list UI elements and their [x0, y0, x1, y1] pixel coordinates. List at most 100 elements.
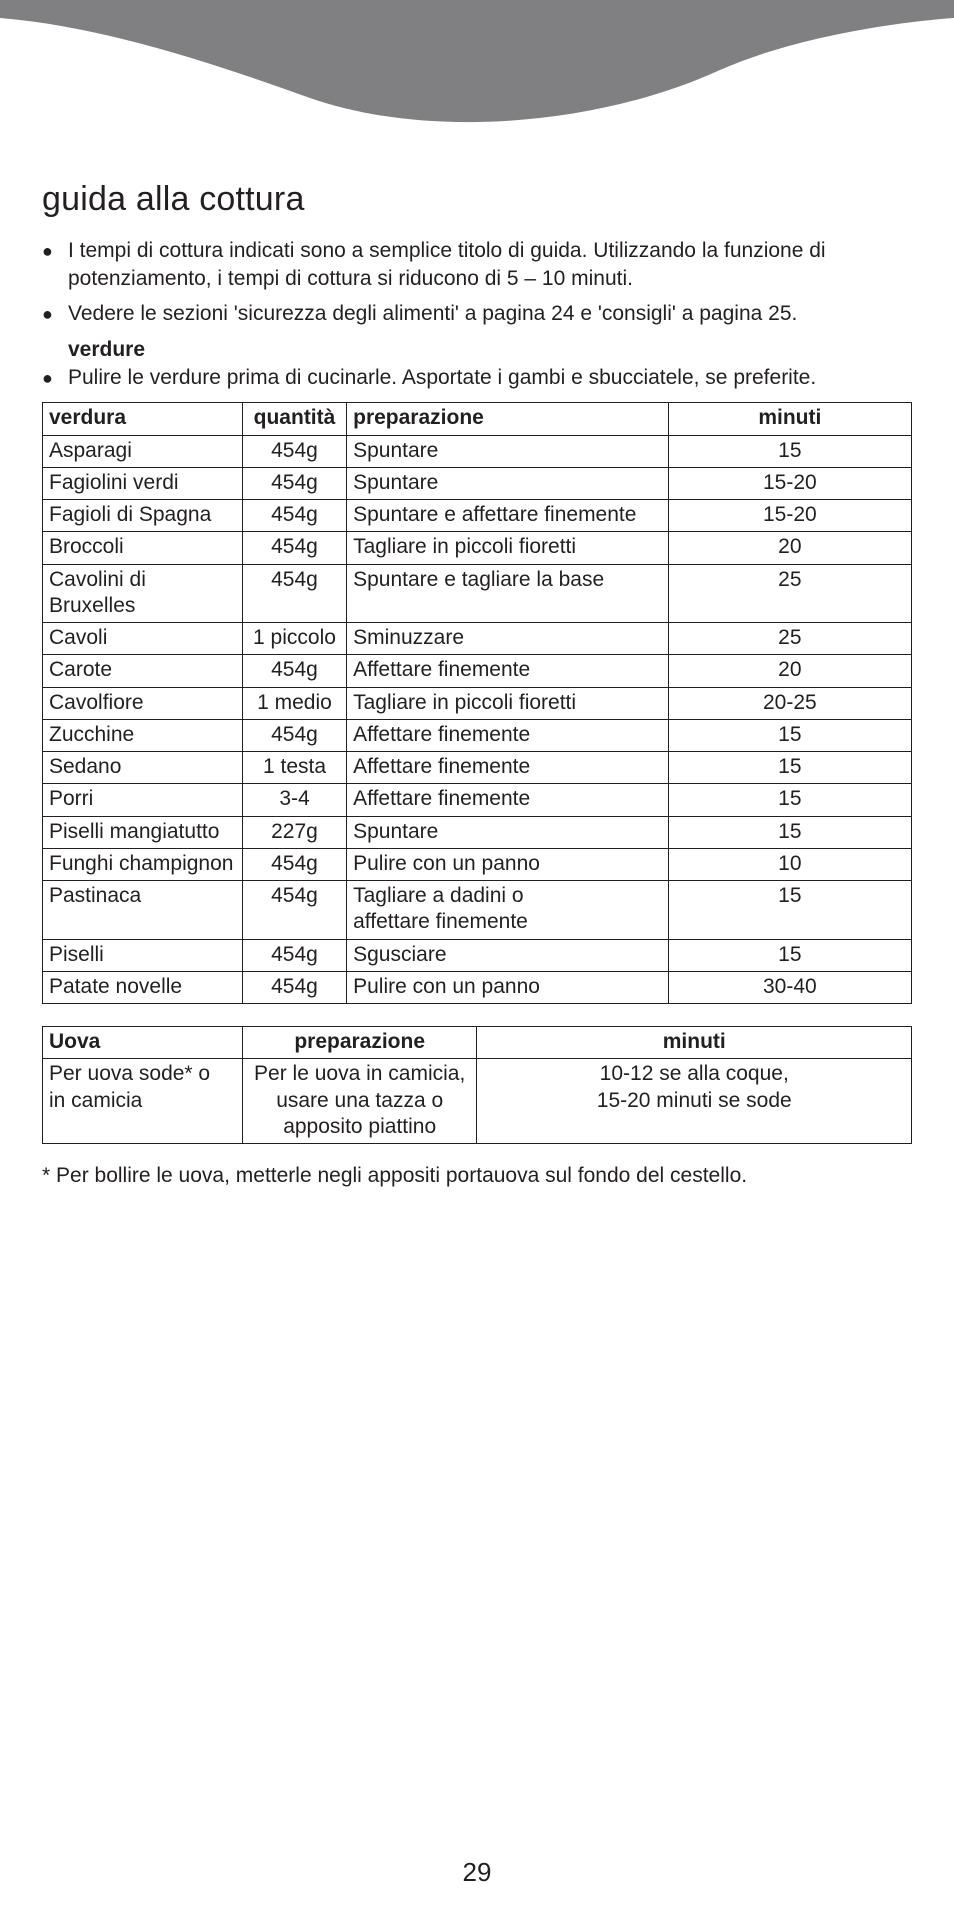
veg-qty-cell: 454g: [242, 719, 346, 751]
page-number: 29: [0, 1857, 954, 1888]
header-decorative-wave: [0, 0, 954, 140]
intro-bullet: Vedere le sezioni 'sicurezza degli alime…: [42, 300, 912, 328]
veg-prep-cell: Affettare finemente: [347, 784, 669, 816]
veg-min-cell: 25: [668, 623, 911, 655]
veg-min-cell: 15: [668, 939, 911, 971]
content-area: guida alla cottura I tempi di cottura in…: [0, 140, 954, 1188]
footnote: * Per bollire le uova, metterle negli ap…: [42, 1164, 912, 1188]
veg-name-cell: Fagioli di Spagna: [43, 500, 243, 532]
veg-min-cell: 15: [668, 784, 911, 816]
table-row: Fagioli di Spagna454gSpuntare e affettar…: [43, 500, 912, 532]
veg-qty-cell: 227g: [242, 816, 346, 848]
col-uova: Uova: [43, 1027, 243, 1059]
veg-name-cell: Carote: [43, 655, 243, 687]
veg-prep-cell: Tagliare in piccoli fioretti: [347, 687, 669, 719]
table-row: Cavolini di Bruxelles454gSpuntare e tagl…: [43, 564, 912, 623]
table-header-row: verdura quantità preparazione minuti: [43, 403, 912, 435]
veg-min-cell: 15-20: [668, 467, 911, 499]
table-row: Carote454gAffettare finemente20: [43, 655, 912, 687]
veg-name-cell: Asparagi: [43, 435, 243, 467]
table-row: Per uova sode* oin camicia Per le uova i…: [43, 1059, 912, 1144]
veg-name-cell: Piselli mangiatutto: [43, 816, 243, 848]
verdure-bullet-list: Pulire le verdure prima di cucinarle. As…: [42, 364, 912, 392]
col-minuti: minuti: [668, 403, 911, 435]
veg-qty-cell: 1 piccolo: [242, 623, 346, 655]
col-quantita: quantità: [242, 403, 346, 435]
veg-qty-cell: 454g: [242, 467, 346, 499]
veg-prep-cell: Pulire con un panno: [347, 971, 669, 1003]
veg-prep-cell: Spuntare e tagliare la base: [347, 564, 669, 623]
table-row: Cavoli1 piccoloSminuzzare25: [43, 623, 912, 655]
veg-qty-cell: 454g: [242, 532, 346, 564]
veg-prep-cell: Affettare finemente: [347, 719, 669, 751]
veg-min-cell: 30-40: [668, 971, 911, 1003]
table-row: Pastinaca454gTagliare a dadini oaffettar…: [43, 881, 912, 940]
veg-prep-cell: Spuntare e affettare finemente: [347, 500, 669, 532]
veg-name-cell: Patate novelle: [43, 971, 243, 1003]
veg-prep-cell: Sgusciare: [347, 939, 669, 971]
table-row: Fagiolini verdi454gSpuntare15-20: [43, 467, 912, 499]
veg-min-cell: 15: [668, 719, 911, 751]
veg-min-cell: 15: [668, 816, 911, 848]
page: guida alla cottura I tempi di cottura in…: [0, 0, 954, 1928]
veg-qty-cell: 454g: [242, 881, 346, 940]
veg-prep-cell: Spuntare: [347, 435, 669, 467]
veg-min-cell: 15: [668, 752, 911, 784]
veg-name-cell: Broccoli: [43, 532, 243, 564]
veg-min-cell: 15: [668, 435, 911, 467]
table-header-row: Uova preparazione minuti: [43, 1027, 912, 1059]
veg-name-cell: Funghi champignon: [43, 848, 243, 880]
veg-name-cell: Sedano: [43, 752, 243, 784]
veg-min-cell: 15-20: [668, 500, 911, 532]
veg-min-cell: 20: [668, 655, 911, 687]
veg-name-cell: Cavolini di Bruxelles: [43, 564, 243, 623]
egg-name-cell: Per uova sode* oin camicia: [43, 1059, 243, 1144]
table-row: Asparagi454gSpuntare15: [43, 435, 912, 467]
veg-qty-cell: 454g: [242, 435, 346, 467]
intro-bullet-list: I tempi di cottura indicati sono a sempl…: [42, 237, 912, 328]
col-preparazione: preparazione: [242, 1027, 477, 1059]
veg-min-cell: 20: [668, 532, 911, 564]
veg-qty-cell: 454g: [242, 939, 346, 971]
egg-min-cell: 10-12 se alla coque,15-20 minuti se sode: [477, 1059, 912, 1144]
veg-name-cell: Fagiolini verdi: [43, 467, 243, 499]
veg-qty-cell: 454g: [242, 848, 346, 880]
veg-name-cell: Piselli: [43, 939, 243, 971]
veg-min-cell: 25: [668, 564, 911, 623]
veg-min-cell: 10: [668, 848, 911, 880]
egg-table-wrap: Uova preparazione minuti Per uova sode* …: [42, 1026, 912, 1144]
verdure-bullet: Pulire le verdure prima di cucinarle. As…: [42, 364, 912, 392]
table-row: Sedano1 testaAffettare finemente15: [43, 752, 912, 784]
veg-min-cell: 20-25: [668, 687, 911, 719]
table-row: Funghi champignon454gPulire con un panno…: [43, 848, 912, 880]
veg-prep-cell: Affettare finemente: [347, 752, 669, 784]
veg-min-cell: 15: [668, 881, 911, 940]
veg-prep-cell: Affettare finemente: [347, 655, 669, 687]
egg-prep-cell: Per le uova in camicia,usare una tazza o…: [242, 1059, 477, 1144]
veg-prep-cell: Sminuzzare: [347, 623, 669, 655]
page-title: guida alla cottura: [42, 180, 912, 219]
col-minuti: minuti: [477, 1027, 912, 1059]
verdure-heading: verdure: [68, 338, 912, 362]
veg-qty-cell: 454g: [242, 564, 346, 623]
veg-qty-cell: 454g: [242, 500, 346, 532]
table-row: Piselli454gSgusciare15: [43, 939, 912, 971]
veg-prep-cell: Tagliare a dadini oaffettare finemente: [347, 881, 669, 940]
table-row: Broccoli454gTagliare in piccoli fioretti…: [43, 532, 912, 564]
table-row: Porri3-4Affettare finemente15: [43, 784, 912, 816]
veg-prep-cell: Spuntare: [347, 467, 669, 499]
col-verdura: verdura: [43, 403, 243, 435]
table-row: Patate novelle454gPulire con un panno30-…: [43, 971, 912, 1003]
veg-name-cell: Cavolfiore: [43, 687, 243, 719]
veg-prep-cell: Pulire con un panno: [347, 848, 669, 880]
intro-bullet: I tempi di cottura indicati sono a sempl…: [42, 237, 912, 294]
egg-table: Uova preparazione minuti Per uova sode* …: [42, 1026, 912, 1144]
col-preparazione: preparazione: [347, 403, 669, 435]
veg-prep-cell: Tagliare in piccoli fioretti: [347, 532, 669, 564]
table-row: Zucchine454gAffettare finemente15: [43, 719, 912, 751]
veg-name-cell: Pastinaca: [43, 881, 243, 940]
veg-prep-cell: Spuntare: [347, 816, 669, 848]
veg-name-cell: Porri: [43, 784, 243, 816]
veg-qty-cell: 3-4: [242, 784, 346, 816]
veg-qty-cell: 1 testa: [242, 752, 346, 784]
